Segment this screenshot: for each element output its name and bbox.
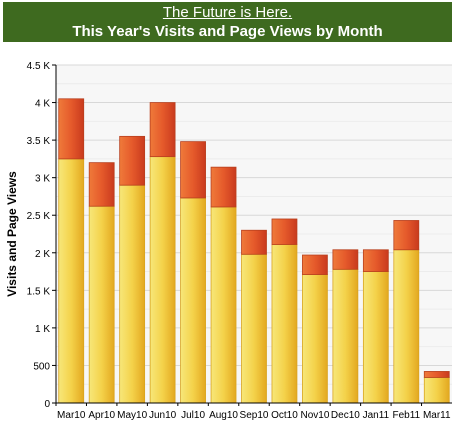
- x-tick-label: Jun10: [149, 410, 177, 421]
- y-tick-label: 1 K: [35, 324, 50, 335]
- bar-Jul10-series-2: [180, 141, 206, 199]
- x-tick-label: Feb11: [392, 410, 420, 421]
- chart-header: The Future is Here. This Year's Visits a…: [3, 2, 452, 42]
- bar-Dec10-series-1: [332, 268, 359, 404]
- bar-Mar11-series-2: [423, 371, 450, 378]
- x-tick-label: Jul10: [181, 410, 205, 421]
- bar-Aug10-series-1: [210, 206, 237, 404]
- y-tick-label: 4.5 K: [27, 61, 51, 72]
- bar-May10-series-1: [119, 184, 146, 404]
- bar-Nov10-series-1: [302, 274, 328, 404]
- bar-Feb11-series-1: [393, 249, 420, 404]
- x-tick-label: Jan11: [363, 410, 390, 421]
- y-tick-label: 3 K: [35, 174, 50, 185]
- bar-Dec10-series-2: [332, 249, 359, 270]
- y-tick-label: 1.5 K: [27, 286, 51, 297]
- bar-Feb11-series-2: [393, 220, 420, 251]
- x-tick-label: Dec10: [331, 410, 360, 421]
- bar-Mar10-series-2: [58, 98, 85, 160]
- x-tick-label: Aug10: [209, 410, 238, 421]
- chart-title: This Year's Visits and Page Views by Mon…: [72, 23, 383, 40]
- x-tick-label: Nov10: [300, 410, 329, 421]
- y-tick-label: 3.5 K: [27, 136, 51, 147]
- bar-Jun10-series-2: [149, 102, 176, 158]
- bar-Jun10-series-1: [149, 156, 176, 404]
- bar-Jan11-series-2: [362, 249, 389, 272]
- bar-Sep10-series-1: [241, 253, 267, 404]
- y-tick-label: 0: [44, 399, 50, 410]
- x-tick-label: Apr10: [88, 410, 115, 421]
- y-tick-label: 2.5 K: [27, 211, 51, 222]
- bar-Sep10-series-2: [241, 229, 267, 255]
- x-tick-label: Sep10: [240, 410, 269, 421]
- bar-Mar11-series-1: [423, 377, 450, 404]
- x-tick-label: Mar10: [57, 410, 86, 421]
- y-tick-label: 4 K: [35, 99, 50, 110]
- x-tick-label: May10: [117, 410, 147, 421]
- x-tick-label: Mar11: [423, 410, 451, 421]
- bar-Oct10-series-2: [271, 218, 298, 245]
- bar-Jul10-series-1: [180, 197, 206, 404]
- bar-Aug10-series-2: [210, 166, 237, 208]
- bar-Mar10-series-1: [58, 158, 85, 404]
- bar-May10-series-2: [119, 135, 146, 186]
- bar-Apr10-series-2: [88, 162, 115, 207]
- header-link-title[interactable]: The Future is Here.: [162, 4, 293, 21]
- y-tick-label: 500: [33, 361, 50, 372]
- bar-Jan11-series-1: [362, 271, 389, 404]
- y-tick-label: 2 K: [35, 249, 50, 260]
- bar-Oct10-series-1: [271, 244, 298, 404]
- x-tick-label: Oct10: [271, 410, 298, 421]
- bar-Nov10-series-2: [302, 254, 328, 275]
- bar-Apr10-series-1: [88, 205, 115, 404]
- y-axis-title: Visits and Page Views: [5, 171, 19, 297]
